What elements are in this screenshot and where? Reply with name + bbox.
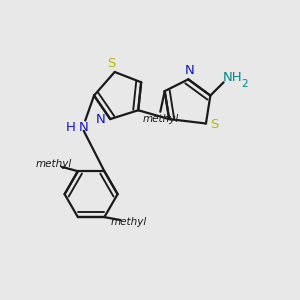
Text: methyl: methyl — [111, 217, 147, 226]
Text: methyl: methyl — [35, 159, 71, 169]
Text: S: S — [107, 57, 116, 70]
Text: H: H — [66, 121, 75, 134]
Text: N: N — [96, 112, 106, 126]
Text: NH: NH — [223, 71, 242, 84]
Text: N: N — [79, 121, 88, 134]
Text: methyl: methyl — [142, 114, 178, 124]
Text: 2: 2 — [242, 79, 248, 89]
Text: S: S — [211, 118, 219, 131]
Text: N: N — [185, 64, 195, 77]
